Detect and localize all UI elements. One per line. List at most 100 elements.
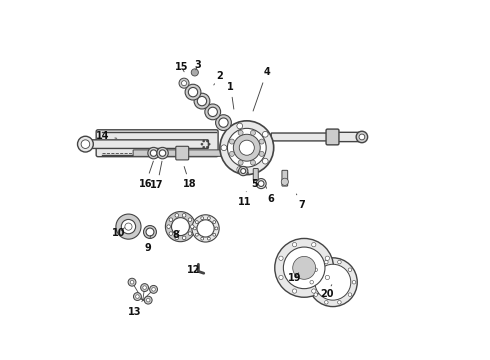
Circle shape bbox=[141, 284, 148, 292]
Circle shape bbox=[191, 225, 194, 228]
FancyBboxPatch shape bbox=[326, 129, 339, 145]
Text: 8: 8 bbox=[172, 230, 179, 239]
Text: 13: 13 bbox=[128, 301, 142, 316]
Circle shape bbox=[136, 295, 139, 298]
Circle shape bbox=[293, 256, 316, 279]
Circle shape bbox=[196, 221, 198, 224]
Circle shape bbox=[348, 293, 352, 296]
Circle shape bbox=[215, 227, 218, 230]
Circle shape bbox=[166, 212, 196, 242]
Text: 18: 18 bbox=[183, 167, 196, 189]
Circle shape bbox=[250, 130, 255, 135]
Circle shape bbox=[169, 218, 172, 221]
Circle shape bbox=[279, 275, 283, 280]
Circle shape bbox=[150, 150, 157, 156]
Circle shape bbox=[149, 285, 157, 293]
Circle shape bbox=[194, 93, 210, 109]
Circle shape bbox=[146, 228, 154, 236]
Circle shape bbox=[220, 121, 274, 175]
Circle shape bbox=[309, 258, 357, 307]
Circle shape bbox=[147, 298, 150, 302]
Circle shape bbox=[188, 218, 192, 221]
Circle shape bbox=[312, 243, 316, 247]
Circle shape bbox=[179, 78, 189, 88]
Text: 9: 9 bbox=[144, 235, 151, 253]
Circle shape bbox=[338, 260, 341, 264]
Circle shape bbox=[208, 143, 210, 145]
Circle shape bbox=[348, 268, 352, 271]
Circle shape bbox=[324, 260, 328, 264]
Text: 11: 11 bbox=[238, 192, 251, 207]
Circle shape bbox=[152, 288, 155, 291]
Circle shape bbox=[293, 289, 297, 293]
Circle shape bbox=[206, 140, 208, 142]
Circle shape bbox=[310, 280, 314, 284]
Circle shape bbox=[81, 140, 90, 148]
Text: 5: 5 bbox=[248, 172, 258, 189]
Circle shape bbox=[314, 268, 318, 271]
Circle shape bbox=[201, 143, 203, 145]
Circle shape bbox=[182, 236, 186, 240]
FancyBboxPatch shape bbox=[176, 146, 189, 160]
Circle shape bbox=[233, 134, 260, 161]
FancyBboxPatch shape bbox=[81, 140, 208, 148]
Circle shape bbox=[196, 233, 198, 236]
Circle shape bbox=[197, 96, 207, 106]
Text: 6: 6 bbox=[266, 185, 274, 204]
Circle shape bbox=[221, 145, 227, 150]
Circle shape bbox=[283, 247, 325, 289]
Circle shape bbox=[315, 264, 351, 300]
Circle shape bbox=[356, 131, 368, 143]
Circle shape bbox=[191, 69, 198, 76]
Circle shape bbox=[207, 217, 210, 220]
Circle shape bbox=[206, 146, 208, 148]
Circle shape bbox=[237, 123, 243, 129]
Circle shape bbox=[352, 280, 356, 284]
Circle shape bbox=[275, 238, 334, 297]
Circle shape bbox=[293, 243, 297, 247]
Text: 14: 14 bbox=[96, 131, 117, 141]
Text: 12: 12 bbox=[187, 265, 201, 275]
Text: 19: 19 bbox=[288, 273, 301, 283]
Circle shape bbox=[263, 131, 268, 137]
Circle shape bbox=[181, 81, 187, 86]
Circle shape bbox=[279, 256, 283, 260]
Circle shape bbox=[216, 115, 231, 131]
Circle shape bbox=[314, 293, 318, 296]
Circle shape bbox=[144, 226, 156, 238]
Circle shape bbox=[324, 301, 328, 304]
Circle shape bbox=[188, 232, 192, 235]
Circle shape bbox=[250, 160, 255, 165]
FancyBboxPatch shape bbox=[253, 168, 258, 181]
Text: 10: 10 bbox=[112, 228, 125, 238]
Circle shape bbox=[182, 213, 186, 217]
Circle shape bbox=[148, 147, 159, 159]
Circle shape bbox=[325, 275, 329, 280]
Circle shape bbox=[122, 220, 136, 234]
Circle shape bbox=[169, 232, 172, 235]
FancyBboxPatch shape bbox=[133, 150, 228, 156]
Circle shape bbox=[263, 158, 268, 164]
Circle shape bbox=[213, 221, 216, 224]
Circle shape bbox=[237, 167, 243, 172]
Circle shape bbox=[201, 217, 204, 220]
Circle shape bbox=[256, 179, 266, 189]
Text: 16: 16 bbox=[139, 161, 153, 189]
Circle shape bbox=[213, 233, 216, 236]
Circle shape bbox=[239, 166, 248, 176]
Circle shape bbox=[185, 84, 201, 100]
Circle shape bbox=[227, 129, 266, 167]
Circle shape bbox=[205, 104, 220, 120]
Circle shape bbox=[175, 236, 178, 240]
Circle shape bbox=[312, 289, 316, 293]
Text: 17: 17 bbox=[150, 161, 164, 190]
Text: 3: 3 bbox=[195, 60, 201, 70]
FancyBboxPatch shape bbox=[282, 170, 288, 186]
Circle shape bbox=[219, 118, 228, 127]
Text: 4: 4 bbox=[253, 67, 270, 111]
Circle shape bbox=[259, 152, 264, 156]
Text: 20: 20 bbox=[320, 285, 334, 299]
Circle shape bbox=[238, 130, 243, 135]
Circle shape bbox=[133, 293, 141, 301]
Circle shape bbox=[281, 178, 289, 185]
